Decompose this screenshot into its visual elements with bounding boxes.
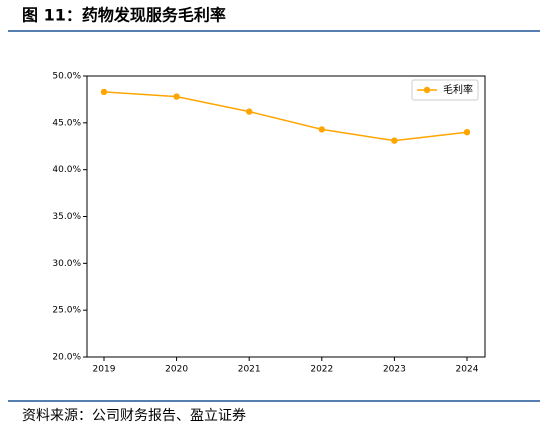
point xyxy=(173,93,180,100)
y-tick-label: 30.0% xyxy=(52,259,81,269)
y-tick-label: 25.0% xyxy=(52,306,81,316)
x-tick-label: 2019 xyxy=(93,365,116,375)
point xyxy=(463,129,471,136)
y-tick-label: 40.0% xyxy=(52,165,81,175)
y-tick-label: 45.0% xyxy=(52,118,81,128)
y-tick-label: 35.0% xyxy=(52,212,81,222)
x-tick-label: 2020 xyxy=(165,365,188,375)
figure-title: 图 11：药物发现服务毛利率 xyxy=(22,6,226,25)
point xyxy=(100,88,108,96)
x-tick-label: 2023 xyxy=(383,365,406,375)
point xyxy=(391,137,398,144)
legend-label: 毛利率 xyxy=(443,83,473,96)
source-note: 资料来源：公司财务报告、盈立证券 xyxy=(22,408,246,424)
point xyxy=(246,108,253,115)
plot-frame xyxy=(86,75,486,358)
x-tick-label: 2024 xyxy=(456,365,479,375)
legend-box xyxy=(411,79,479,101)
legend-marker xyxy=(423,86,431,94)
x-tick-label: 2021 xyxy=(238,365,261,375)
series-line xyxy=(103,91,468,142)
point xyxy=(318,126,325,133)
y-tick-label: 50.0% xyxy=(52,72,81,82)
y-tick-label: 20.0% xyxy=(52,353,81,363)
x-tick-label: 2022 xyxy=(310,365,333,375)
